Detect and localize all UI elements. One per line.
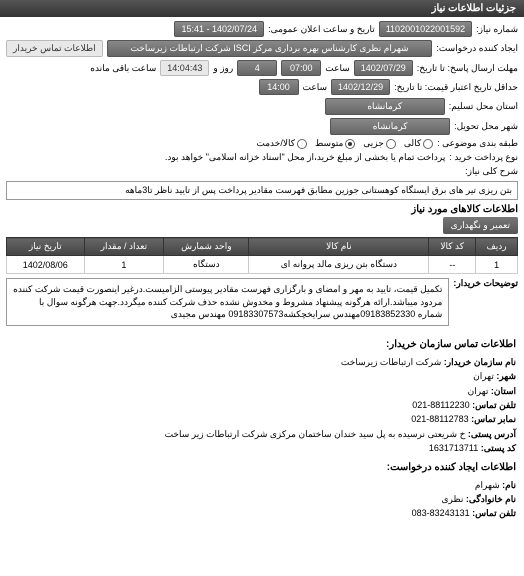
- budget-label: طبقه بندی موضوعی :: [437, 138, 518, 149]
- org-contact-title: اطلاعات تماس سازمان خریدار:: [8, 337, 516, 353]
- budget-radio-group: کالی جزیی متوسط کالا/خدمت: [256, 138, 433, 149]
- td-name: دستگاه بتن ریزی مالد پروانه ای: [249, 256, 429, 274]
- contact-city: تهران: [473, 371, 494, 381]
- contact-postal: 1631713711: [429, 443, 478, 453]
- td-row: 1: [476, 256, 518, 274]
- payment-label: نوع پرداخت خرید :: [449, 152, 518, 163]
- contact-city-label: شهر:: [496, 371, 516, 381]
- org-name-label: نام سازمان خریدار:: [444, 357, 516, 367]
- contact-phone: 88112230-021: [412, 400, 469, 410]
- city-label: شهر محل تحویل:: [454, 121, 518, 132]
- creator-family: نظری: [442, 494, 464, 504]
- location-label: استان محل تسلیم:: [449, 101, 518, 112]
- creator-family-label: نام خانوادگی:: [466, 494, 516, 504]
- goods-table: ردیف کد کالا نام کالا واحد شمارش تعداد /…: [6, 237, 518, 274]
- radio-motavaset[interactable]: متوسط: [315, 138, 355, 149]
- creator-field: شهرام نظری کارشناس بهره برداری مرکز ISCI…: [107, 40, 433, 57]
- th-name: نام کالا: [249, 238, 429, 256]
- location-field: کرمانشاه: [325, 98, 445, 115]
- td-qty: 1: [84, 256, 164, 274]
- city-field: کرمانشاه: [330, 118, 450, 135]
- contact-address: خ شریعتی نرسیده به پل سید خندان ساختمان …: [165, 429, 466, 439]
- validity-time-field: 14:00: [259, 79, 299, 95]
- contact-buyer-button[interactable]: اطلاعات تماس خریدار: [6, 40, 103, 57]
- table-row: 1 -- دستگاه بتن ریزی مالد پروانه ای دستگ…: [7, 256, 518, 274]
- contact-phone-label: تلفن تماس:: [472, 400, 516, 410]
- creator-contact-title: اطلاعات ایجاد کننده درخواست:: [8, 460, 516, 476]
- days-label: روز و: [213, 63, 233, 74]
- header-title: جزئیات اطلاعات نیاز: [432, 3, 516, 14]
- validity-date-field: 1402/12/29: [331, 79, 390, 95]
- subject-label: شرح کلی نیاز:: [465, 166, 518, 177]
- payment-text: پرداخت تمام یا بخشی از مبلغ خرید،از محل …: [6, 152, 445, 163]
- creator-name: شهرام: [475, 480, 500, 490]
- creator-phone: 83243131-083: [412, 508, 470, 518]
- creator-name-label: نام:: [502, 480, 516, 490]
- radio-icon: [297, 139, 307, 149]
- th-qty: تعداد / مقدار: [84, 238, 164, 256]
- days-field: 4: [237, 60, 277, 76]
- th-code: کد کالا: [429, 238, 476, 256]
- contact-fax: 88112783-021: [411, 414, 468, 424]
- buyer-notes-text: تکمیل قیمت، تایید به مهر و امضای و بارگز…: [6, 278, 449, 326]
- td-code: --: [429, 256, 476, 274]
- creator-label: ایجاد کننده درخواست:: [436, 43, 518, 54]
- radio-icon: [345, 139, 355, 149]
- contact-address-label: آدرس پستی:: [468, 429, 516, 439]
- contact-province-label: استان:: [491, 386, 516, 396]
- validity-label: حداقل تاریخ اعتبار قیمت: تا تاریخ:: [394, 82, 518, 93]
- radio-kali[interactable]: کالی: [404, 138, 433, 149]
- page-header: جزئیات اطلاعات نیاز: [0, 0, 524, 17]
- contact-province: تهران: [468, 386, 489, 396]
- contact-fax-label: نمابر تماس:: [471, 414, 516, 424]
- td-date: 1402/08/06: [7, 256, 85, 274]
- deadline-time-field: 07:00: [281, 60, 321, 76]
- th-date: تاریخ نیاز: [7, 238, 85, 256]
- announce-date-label: تاریخ و ساعت اعلان عمومی:: [268, 24, 375, 35]
- contact-postal-label: کد پستی:: [481, 443, 516, 453]
- th-unit: واحد شمارش: [164, 238, 249, 256]
- remaining-time-field: 14:04:43: [160, 60, 209, 76]
- buyer-notes-label: توضیحات خریدار:: [453, 278, 518, 289]
- radio-jozi[interactable]: جزیی: [363, 138, 396, 149]
- time-label-2: ساعت: [303, 82, 328, 93]
- th-row: ردیف: [476, 238, 518, 256]
- time-label-1: ساعت: [325, 63, 350, 74]
- td-unit: دستگاه: [164, 256, 249, 274]
- announce-date-field: 1402/07/24 - 15:41: [174, 21, 264, 37]
- request-number-field: 1102001022001592: [379, 21, 472, 37]
- org-name: شرکت ارتباطات زیرساخت: [341, 357, 441, 367]
- category-field: تعمیر و نگهداری: [443, 217, 518, 234]
- radio-kala-khadamat[interactable]: کالا/خدمت: [256, 138, 307, 149]
- request-number-label: شماره نیاز:: [476, 24, 518, 35]
- contact-section: اطلاعات تماس سازمان خریدار: نام سازمان خ…: [0, 333, 524, 525]
- form-section: شماره نیاز: 1102001022001592 تاریخ و ساع…: [0, 17, 524, 333]
- goods-section-title: اطلاعات کالاهای مورد نیاز: [6, 204, 518, 215]
- deadline-date-field: 1402/07/29: [354, 60, 413, 76]
- radio-icon: [423, 139, 433, 149]
- creator-phone-label: تلفن تماس:: [472, 508, 516, 518]
- remaining-label: ساعت باقی مانده: [90, 63, 156, 74]
- radio-icon: [386, 139, 396, 149]
- deadline-label: مهلت ارسال پاسخ: تا تاریخ:: [417, 63, 518, 74]
- subject-field: بتن ریزی تیر های برق ایستگاه کوهستانی جو…: [6, 181, 518, 200]
